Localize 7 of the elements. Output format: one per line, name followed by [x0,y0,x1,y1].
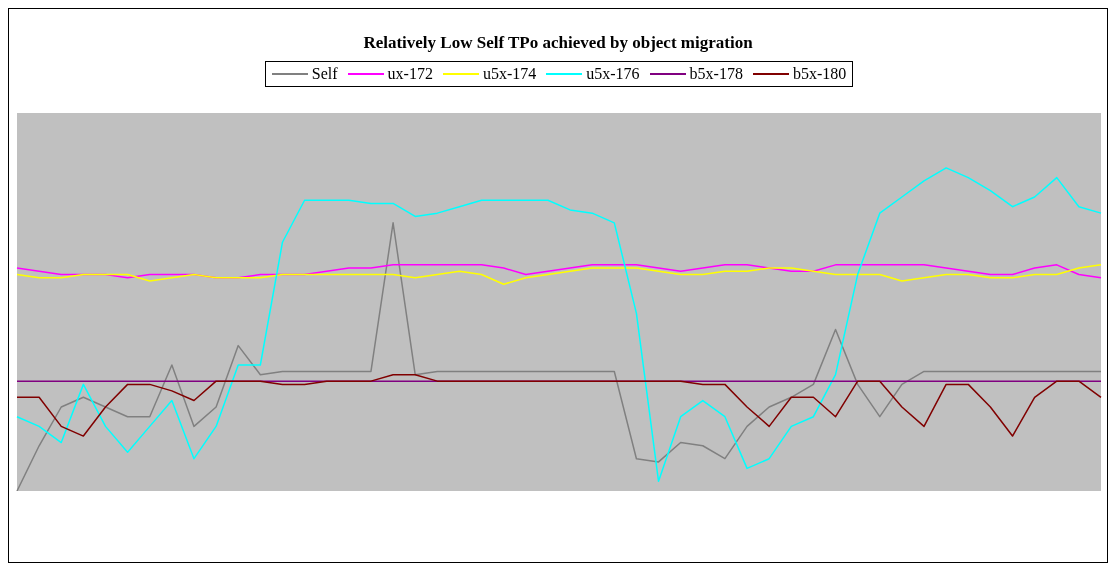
legend-label: u5x-176 [586,65,640,83]
legend-label: u5x-174 [482,65,537,83]
legend-label: ux-172 [387,65,433,83]
chart-title: Relatively Low Self TPo achieved by object migration [362,32,754,54]
legend-label: Self [311,65,338,83]
legend-label: b5x-180 [792,65,847,83]
legend-label: b5x-178 [689,65,743,83]
